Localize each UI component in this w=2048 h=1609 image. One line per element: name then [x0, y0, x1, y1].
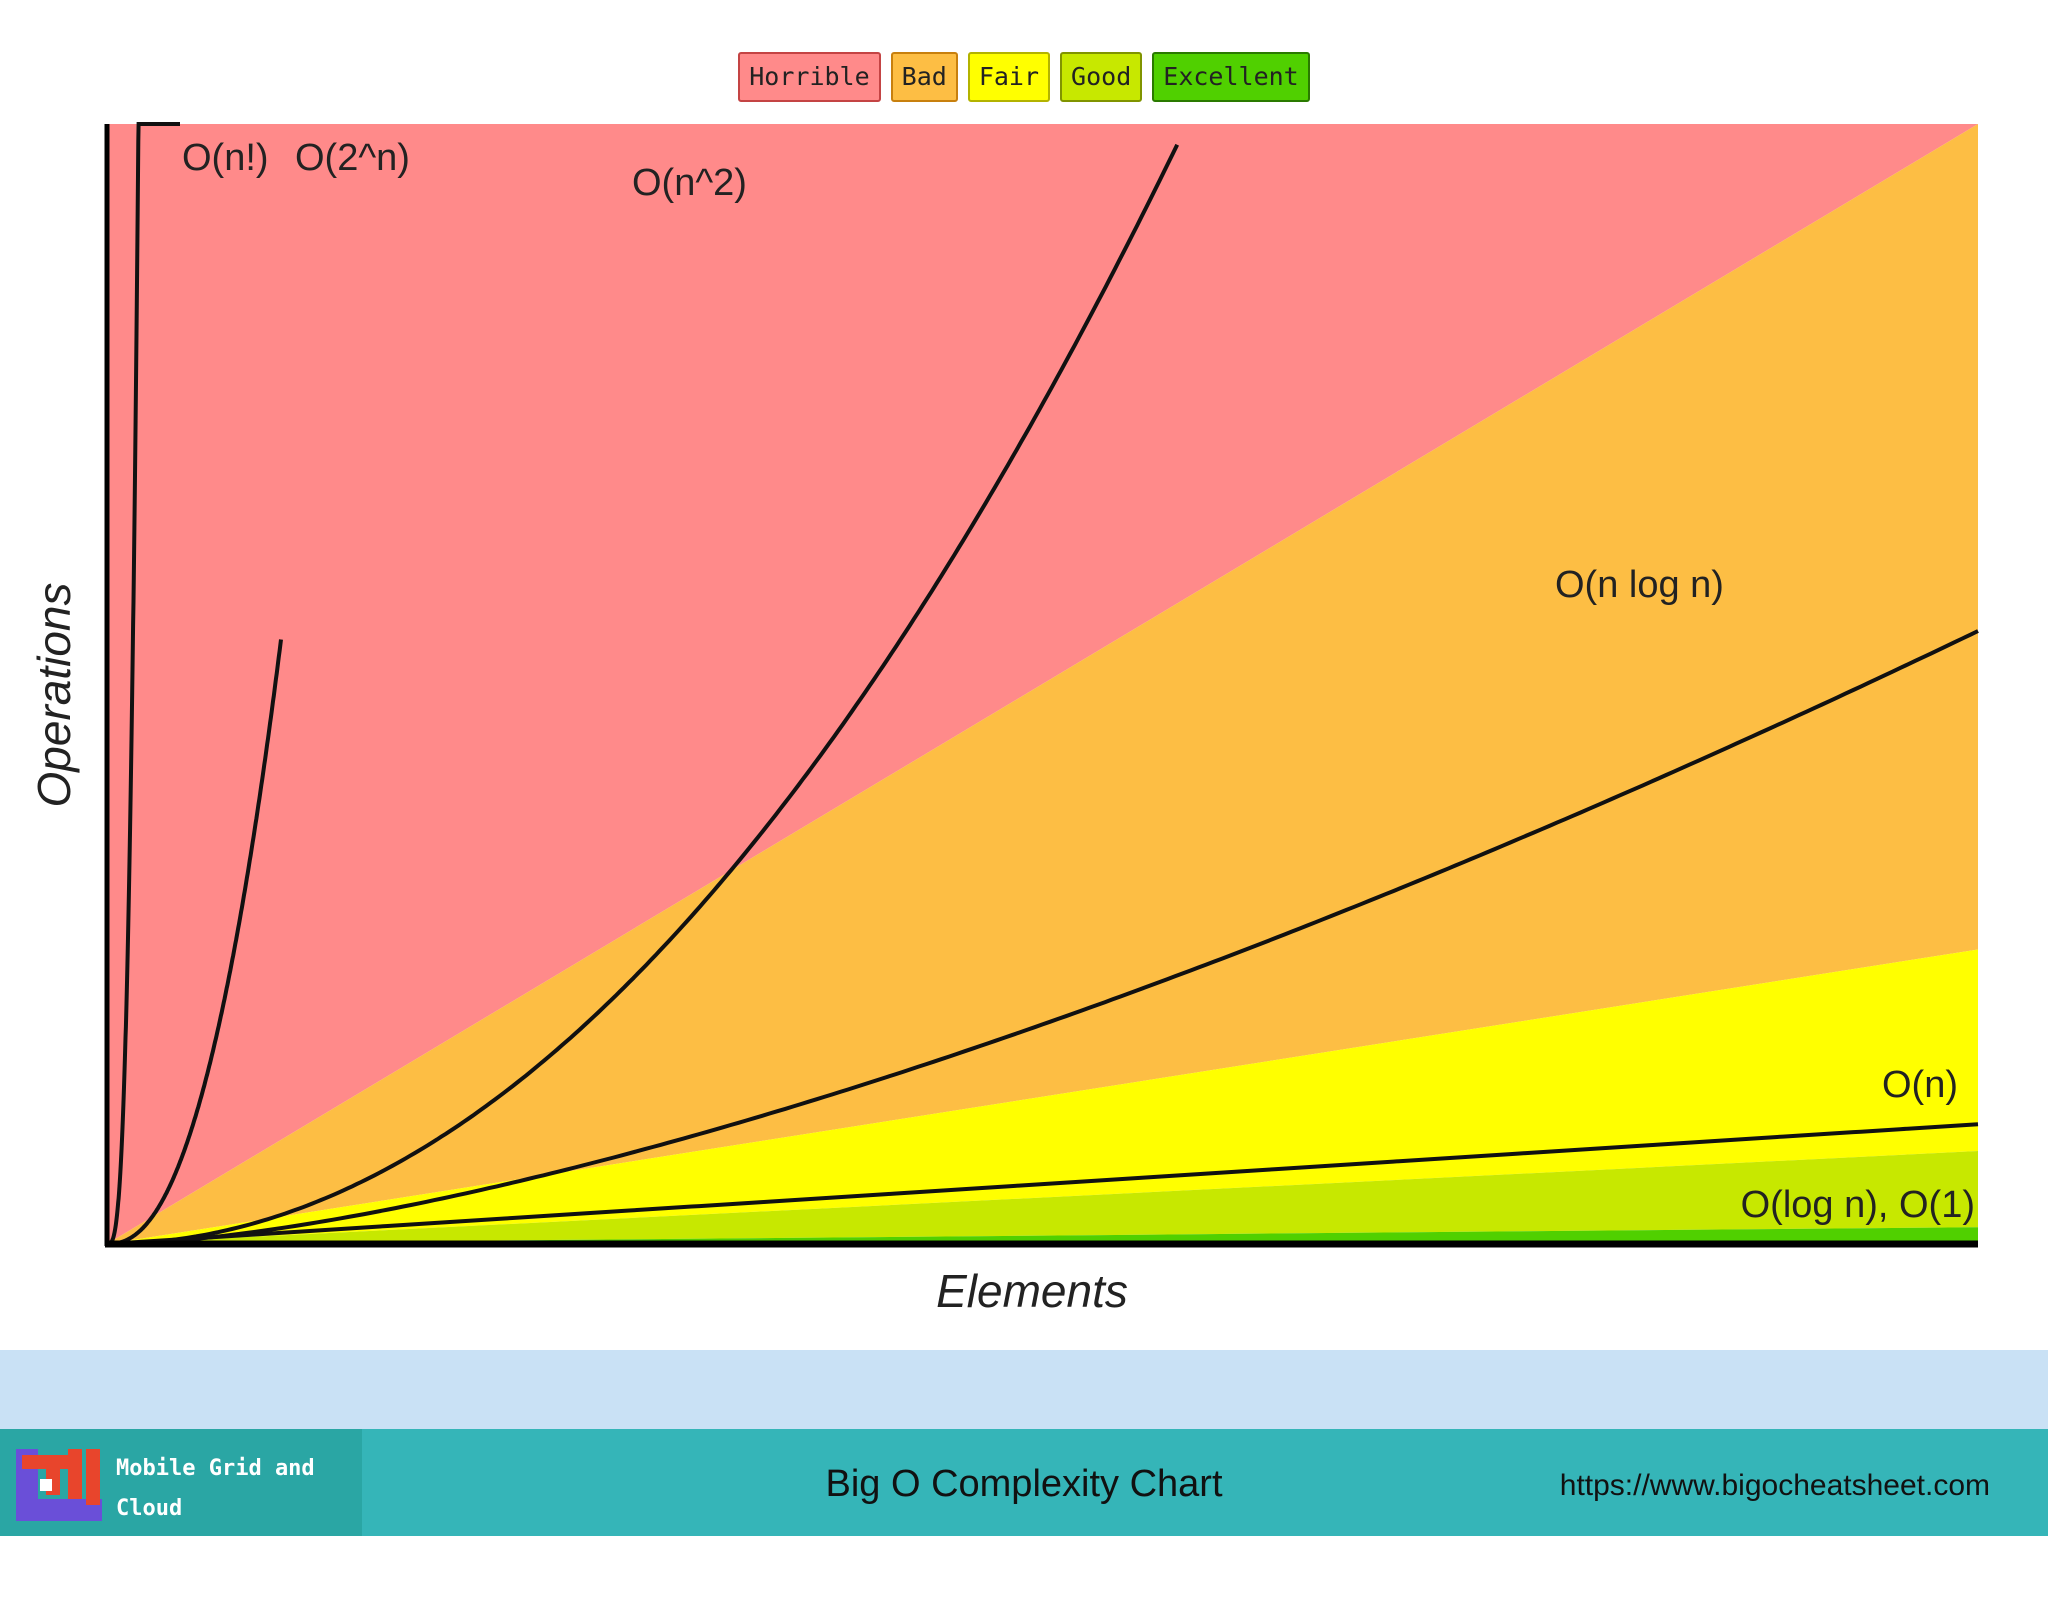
curve-o-n-2-: [107, 143, 1180, 1246]
footer-title: Big O Complexity Chart: [825, 1463, 1223, 1505]
complexity-chart: O(n!) O(2^n) O(n^2) O(n log n) O(n) O(log n),…: [28, 122, 1979, 1317]
curve-label-o-n-log-n-: O(n log n): [1555, 564, 1724, 606]
curve-label-o-n-: O(n!): [182, 137, 269, 179]
lab-logo: Mobile Grid and Cloud Computing Laborato…: [0, 1429, 362, 1601]
curve-labels: O(n!) O(2^n) O(n^2) O(n log n) O(n) O(log n),…: [182, 137, 1975, 1226]
x-axis-label: Elements: [936, 1265, 1128, 1317]
slide-band: [0, 1350, 2048, 1429]
legend-item-bad: Bad: [890, 52, 958, 102]
lab-name-line2: Computing Laboratory: [116, 1536, 249, 1601]
region-good: [107, 1151, 1978, 1244]
footer-url: https://www.bigocheatsheet.com: [1559, 1469, 1990, 1502]
lab-name-line1: Mobile Grid and Cloud: [116, 1456, 315, 1521]
legend-item-horrible: Horrible: [738, 52, 881, 102]
legend-item-good: Good: [1060, 52, 1143, 102]
legend-item-fair: Fair: [967, 52, 1051, 102]
curve-o-2-n-: [107, 639, 283, 1246]
complexity-curves: [106, 122, 1979, 1246]
curve-o-n-: [106, 1122, 1979, 1246]
curve-label-o-log-n-o-1-: O(log n), O(1): [1741, 1184, 1975, 1226]
curve-label-o-n-: O(n): [1882, 1064, 1958, 1106]
region-bad: [107, 124, 1978, 1244]
y-axis-label: Operations: [28, 582, 80, 807]
region-excellent: [107, 1227, 1978, 1244]
legend: Horrible Bad Fair Good Excellent: [0, 52, 2048, 102]
legend-item-excellent: Excellent: [1152, 52, 1310, 102]
curve-label-o-2-n-: O(2^n): [295, 137, 410, 179]
curve-o-n-log-n-: [107, 629, 1979, 1246]
curve-o-n-: [107, 122, 180, 1246]
region-fair: [107, 949, 1978, 1244]
footer-bar: Mobile Grid and Cloud Computing Laborato…: [0, 1429, 2048, 1601]
complexity-regions: [107, 124, 1978, 1244]
lab-logo-icon: [16, 1449, 102, 1521]
curve-label-o-n-2-: O(n^2): [632, 162, 747, 204]
